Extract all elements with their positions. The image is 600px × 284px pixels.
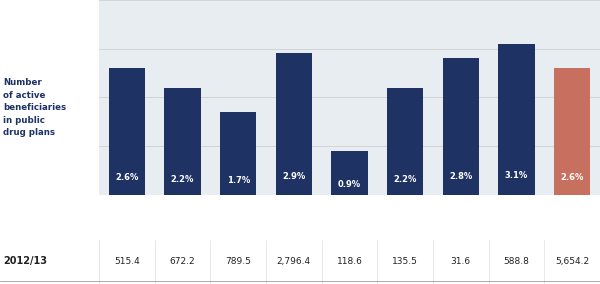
- Bar: [331, 151, 368, 195]
- Bar: [276, 53, 312, 195]
- Text: 2012/13: 2012/13: [3, 256, 47, 266]
- Text: 2.2%: 2.2%: [171, 175, 194, 183]
- Text: 5,654.2: 5,654.2: [555, 257, 589, 266]
- Bar: [109, 68, 145, 195]
- Text: Number
of active
beneficiaries
in public
drug plans: Number of active beneficiaries in public…: [3, 78, 66, 137]
- Text: 0.9%: 0.9%: [338, 179, 361, 189]
- Bar: [220, 112, 256, 195]
- Text: 588.8: 588.8: [503, 257, 529, 266]
- Text: 135.5: 135.5: [392, 257, 418, 266]
- Text: 789.5: 789.5: [225, 257, 251, 266]
- Bar: [554, 68, 590, 195]
- Text: 3.1%: 3.1%: [505, 171, 528, 180]
- Text: SK: SK: [175, 212, 190, 222]
- Text: 2.8%: 2.8%: [449, 172, 472, 181]
- Text: 1.7%: 1.7%: [227, 176, 250, 185]
- Bar: [164, 87, 200, 195]
- Text: 2,796.4: 2,796.4: [277, 257, 311, 266]
- Text: 118.6: 118.6: [337, 257, 362, 266]
- Text: 672.2: 672.2: [170, 257, 196, 266]
- Text: Total*: Total*: [556, 212, 588, 222]
- Text: 2.6%: 2.6%: [560, 173, 584, 182]
- Text: ON: ON: [286, 212, 302, 222]
- Text: NB: NB: [342, 212, 357, 222]
- Text: 31.6: 31.6: [451, 257, 471, 266]
- Text: NS: NS: [398, 212, 413, 222]
- Text: AB: AB: [119, 212, 134, 222]
- Text: 515.4: 515.4: [114, 257, 140, 266]
- Text: 2.2%: 2.2%: [394, 175, 417, 183]
- Text: No. of active
beneficiaries
(thousand): No. of active beneficiaries (thousand): [3, 199, 62, 230]
- Bar: [499, 44, 535, 195]
- Text: MB: MB: [230, 212, 247, 222]
- Text: 2.6%: 2.6%: [115, 173, 139, 182]
- Bar: [387, 87, 423, 195]
- Text: NIHB: NIHB: [503, 212, 530, 222]
- Bar: [443, 59, 479, 195]
- Text: 2.9%: 2.9%: [282, 172, 305, 181]
- Text: PEI: PEI: [452, 212, 469, 222]
